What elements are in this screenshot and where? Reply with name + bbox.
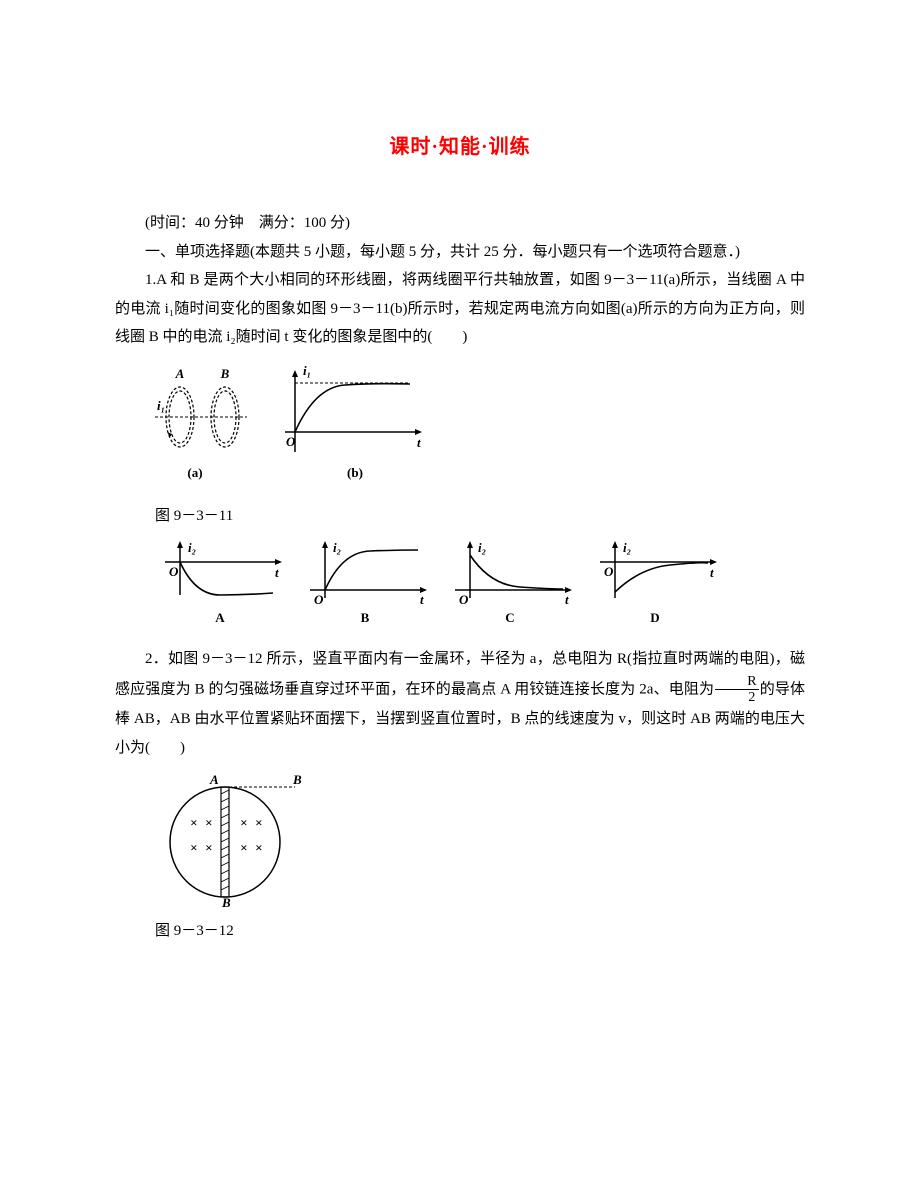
- svg-text:A: A: [215, 610, 225, 625]
- q2-text: 2．如图 9－3－12 所示，竖直平面内有一金属环，半径为 a，总电阻为 R(指…: [115, 645, 805, 762]
- option-C-graph: i₂ t O C: [455, 540, 572, 625]
- option-B-graph: i₂ t O B: [310, 540, 427, 625]
- svg-text:×: ×: [205, 840, 212, 855]
- q1-figure-caption: 图 9－3－11: [155, 502, 805, 531]
- label-i1: i₁: [157, 398, 165, 413]
- svg-text:×: ×: [240, 815, 247, 830]
- svg-text:t: t: [565, 592, 569, 607]
- label-A: A: [175, 366, 185, 381]
- q2-figure-caption: 图 9－3－12: [155, 917, 805, 946]
- svg-text:×: ×: [255, 840, 262, 855]
- svg-text:t: t: [420, 592, 424, 607]
- label-B: B: [220, 366, 230, 381]
- svg-text:×: ×: [240, 840, 247, 855]
- svg-text:×: ×: [190, 815, 197, 830]
- svg-text:×: ×: [255, 815, 262, 830]
- svg-text:i₂: i₂: [333, 540, 341, 555]
- q1-text: 1.A 和 B 是两个大小相同的环形线圈，将两线圈平行共轴放置，如图 9－3－1…: [115, 266, 805, 352]
- option-A-graph: i₂ t O A: [165, 540, 282, 625]
- svg-text:O: O: [604, 564, 614, 579]
- svg-text:O: O: [169, 564, 179, 579]
- meta-line: (时间：40 分钟 满分：100 分): [115, 209, 805, 238]
- svg-text:O: O: [314, 592, 324, 607]
- option-D-graph: i₂ t O D: [600, 540, 717, 625]
- svg-text:t: t: [710, 565, 714, 580]
- page-title: 课时·知能·训练: [115, 130, 805, 159]
- svg-text:D: D: [650, 610, 659, 625]
- svg-text:O: O: [459, 592, 469, 607]
- svg-text:×: ×: [205, 815, 212, 830]
- diagram-b-graph: i₁ t O (b): [285, 363, 422, 480]
- svg-text:×: ×: [190, 840, 197, 855]
- section-heading: 一、单项选择题(本题共 5 小题，每小题 5 分，共计 25 分．每小题只有一个…: [115, 238, 805, 267]
- svg-text:i₂: i₂: [623, 540, 631, 555]
- svg-text:i₂: i₂: [478, 540, 486, 555]
- q2-figure: × × × × × × × × A B B: [155, 772, 805, 912]
- axis-y: i₁: [303, 363, 311, 378]
- svg-text:C: C: [505, 610, 514, 625]
- label-A: A: [209, 772, 219, 787]
- origin: O: [286, 434, 296, 449]
- svg-text:i₂: i₂: [188, 540, 196, 555]
- q1-figure-main: A B i₁ (a) i₁ t O (b): [155, 362, 805, 497]
- diagram-a-coils: A B i₁ (a): [155, 366, 247, 480]
- q1-options-row: i₂ t O A i₂ t O B: [155, 540, 805, 640]
- label-B-top: B: [292, 772, 302, 787]
- svg-text:B: B: [361, 610, 370, 625]
- sub-a: (a): [187, 465, 202, 480]
- svg-text:t: t: [275, 565, 279, 580]
- sub-b: (b): [347, 465, 363, 480]
- label-B-bottom: B: [221, 895, 231, 907]
- axis-x: t: [417, 435, 421, 450]
